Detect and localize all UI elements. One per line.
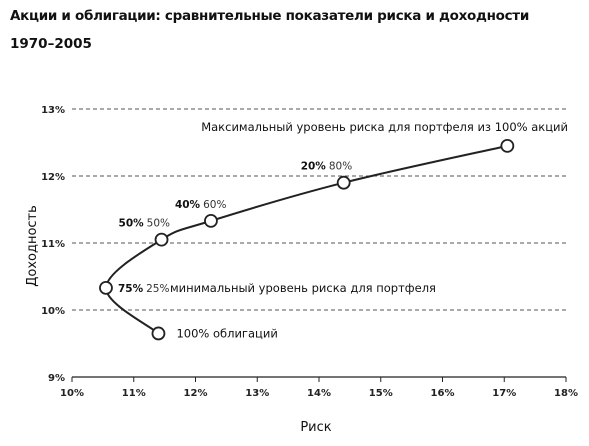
allocation-label: 40% 60%	[175, 199, 227, 211]
data-points	[99, 138, 515, 341]
chart-subtitle: 1970–2005	[10, 36, 92, 52]
x-tick-label: 17%	[492, 388, 516, 399]
x-tick-label: 14%	[307, 388, 331, 399]
data-point	[99, 280, 113, 295]
bonds-pct: 80%	[329, 161, 352, 173]
bonds-pct: 60%	[203, 199, 226, 211]
data-point	[151, 326, 166, 341]
allocation-label: 75% 25%	[118, 283, 170, 295]
y-tick-label: 9%	[48, 373, 65, 384]
bonds-pct: 50%	[147, 218, 170, 230]
x-tick-label: 10%	[60, 388, 84, 399]
bonds-pct: 25%	[146, 283, 169, 295]
grid-lines	[72, 108, 566, 311]
allocation-label: 20% 80%	[301, 161, 353, 173]
allocation-label: 50% 50%	[119, 218, 171, 230]
annotation-label: Максимальный уровень риска для портфеля …	[201, 120, 568, 134]
y-tick-label: 12%	[41, 172, 65, 183]
stocks-pct: 40%	[175, 199, 201, 211]
stocks-pct: 50%	[119, 218, 145, 230]
y-tick-label: 13%	[41, 105, 65, 116]
annotation-label: 100% облигаций	[176, 326, 277, 340]
annotations: 75% 25% 50% 50% 40% 60% 20% 80% 100% облигаций ми…	[118, 120, 568, 341]
x-tick-label: 15%	[369, 388, 393, 399]
data-point	[154, 232, 169, 247]
x-axis-label: Риск	[300, 420, 331, 435]
data-point	[204, 213, 218, 228]
chart-title: Акции и облигации: сравнительные показат…	[10, 8, 529, 24]
data-point	[336, 175, 351, 190]
annotation-label: минимальный уровень риска для портфеля	[170, 281, 436, 295]
data-point	[500, 138, 515, 153]
x-tick-label: 11%	[122, 388, 146, 399]
x-tick-label: 18%	[554, 388, 578, 399]
y-tick-label: 10%	[41, 306, 65, 317]
x-tick-label: 13%	[245, 388, 269, 399]
x-axis-ticks: 10% 11% 12% 13% 14% 15% 16% 17% 18%	[60, 377, 578, 399]
x-tick-label: 16%	[431, 388, 455, 399]
y-axis-ticks: 9% 10% 11% 12% 13%	[41, 105, 65, 384]
y-axis-label: Доходность	[25, 205, 40, 287]
stocks-pct: 75%	[118, 283, 144, 295]
y-tick-label: 11%	[41, 239, 65, 250]
x-tick-label: 12%	[184, 388, 208, 399]
stocks-pct: 20%	[301, 161, 327, 173]
